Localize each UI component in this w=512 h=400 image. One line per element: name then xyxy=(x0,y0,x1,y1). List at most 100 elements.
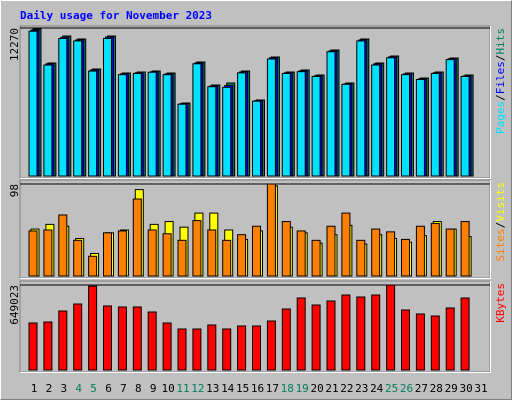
bar xyxy=(117,306,127,371)
bar xyxy=(147,229,157,277)
bar xyxy=(103,305,112,371)
x-tick-label: 13 xyxy=(206,382,219,395)
bar xyxy=(386,57,396,177)
panel-edge xyxy=(20,26,491,179)
bar xyxy=(296,71,306,177)
bar xyxy=(103,232,112,277)
x-tick-label: 21 xyxy=(325,382,338,395)
bar xyxy=(415,79,425,177)
bar xyxy=(88,70,98,177)
bar xyxy=(73,303,83,371)
x-tick-label: 29 xyxy=(445,382,458,395)
x-tick-label: 1 xyxy=(31,382,38,395)
bar xyxy=(147,71,157,177)
bar xyxy=(460,75,470,177)
bar xyxy=(326,300,336,371)
bar xyxy=(430,72,440,177)
bar xyxy=(252,100,261,177)
bar xyxy=(266,320,276,371)
bar xyxy=(415,225,425,277)
x-tick-label: 11 xyxy=(176,382,189,395)
bar xyxy=(386,284,396,371)
bar xyxy=(460,297,470,371)
bar xyxy=(237,325,247,371)
bar xyxy=(43,321,53,371)
legend-separator: / xyxy=(494,222,507,229)
x-tick-label: 30 xyxy=(459,382,472,395)
bar xyxy=(192,328,202,371)
x-tick-label: 12 xyxy=(191,382,204,395)
legend-entry: KBytes xyxy=(494,283,507,323)
x-tick-label: 19 xyxy=(296,382,309,395)
x-tick-label: 18 xyxy=(281,382,294,395)
bar xyxy=(222,239,232,277)
x-tick-label: 15 xyxy=(236,382,249,395)
bar xyxy=(162,322,172,371)
x-tick-label: 25 xyxy=(385,382,398,395)
bar xyxy=(401,309,410,371)
panel-edge xyxy=(20,281,491,373)
bar xyxy=(28,322,38,371)
chart-title: Daily usage for November 2023 xyxy=(20,9,212,22)
bar xyxy=(252,325,261,371)
bar xyxy=(401,238,410,277)
bar xyxy=(296,230,306,277)
x-tick-label: 7 xyxy=(120,382,127,395)
x-tick-label: 4 xyxy=(75,382,82,395)
x-tick-label: 17 xyxy=(266,382,279,395)
bar xyxy=(43,64,53,177)
bar xyxy=(237,234,247,277)
x-tick-label: 31 xyxy=(474,382,487,395)
bar xyxy=(177,103,187,177)
bar xyxy=(341,83,351,177)
bar xyxy=(88,255,98,277)
legend-entry: Sites xyxy=(494,228,507,261)
bar xyxy=(326,51,336,177)
x-tick-label: 22 xyxy=(340,382,353,395)
x-tick-label: 28 xyxy=(430,382,443,395)
y-tick-label: 649023 xyxy=(8,285,21,325)
bar xyxy=(311,239,321,277)
x-tick-label: 8 xyxy=(135,382,142,395)
bar xyxy=(386,231,396,277)
x-tick-label: 3 xyxy=(60,382,67,395)
bar xyxy=(460,221,470,277)
bar xyxy=(132,198,142,277)
legend-entry: Hits xyxy=(494,28,507,55)
bar xyxy=(222,328,232,371)
bar xyxy=(296,297,306,371)
bar xyxy=(252,225,261,277)
bar xyxy=(73,40,83,177)
legend: KBytes xyxy=(494,283,507,323)
bar xyxy=(117,74,127,177)
bar xyxy=(28,30,38,177)
x-tick-label: 6 xyxy=(105,382,112,395)
x-tick-label: 27 xyxy=(415,382,428,395)
x-tick-label: 24 xyxy=(370,382,384,395)
bar xyxy=(356,40,366,177)
bar xyxy=(266,183,276,277)
legend-entry: Pages xyxy=(494,101,507,134)
panel-edge xyxy=(20,180,491,279)
bar xyxy=(117,230,127,277)
bar xyxy=(192,63,202,177)
bar xyxy=(192,220,202,277)
bar xyxy=(88,285,98,371)
x-tick-label: 20 xyxy=(310,382,323,395)
bar xyxy=(281,308,291,371)
bar xyxy=(445,228,455,277)
bar xyxy=(132,72,142,177)
bar xyxy=(132,306,142,371)
x-tick-label: 26 xyxy=(400,382,413,395)
bar xyxy=(207,324,217,371)
bar xyxy=(103,37,112,177)
legend: Sites/Visits xyxy=(494,182,507,262)
x-tick-label: 9 xyxy=(150,382,157,395)
bar xyxy=(73,239,83,277)
bar xyxy=(237,72,247,177)
legend-entry: Visits xyxy=(494,182,507,222)
x-tick-label: 10 xyxy=(161,382,174,395)
bar xyxy=(281,72,291,177)
